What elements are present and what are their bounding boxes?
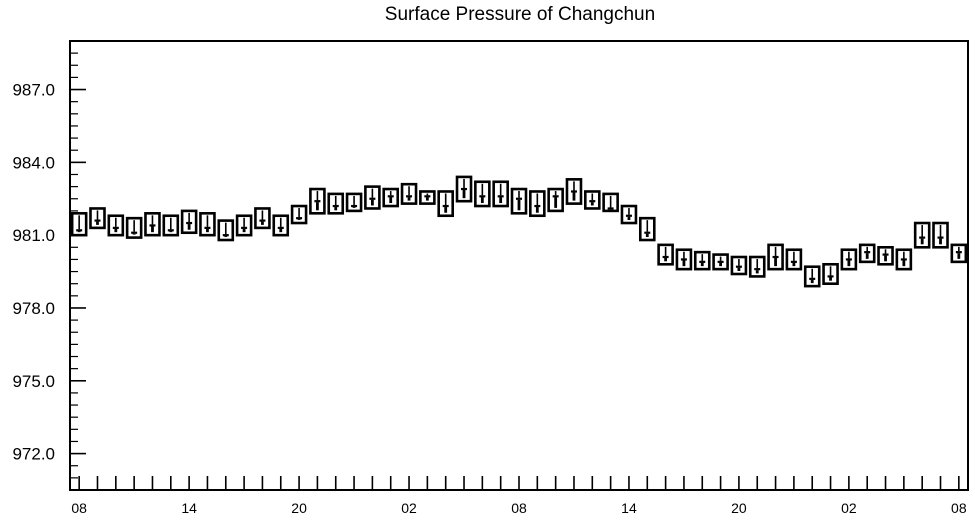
x-tick-label: 08 <box>71 500 87 516</box>
x-tick-label: 14 <box>181 500 197 516</box>
y-tick-label: 984.0 <box>12 153 55 172</box>
x-tick-label: 08 <box>951 500 967 516</box>
y-tick-label: 975.0 <box>12 372 55 391</box>
y-tick-label: 978.0 <box>12 299 55 318</box>
chart-title: Surface Pressure of Changchun <box>384 4 656 25</box>
box-series <box>70 175 968 288</box>
x-tick-label: 08 <box>511 500 527 516</box>
x-tick-label: 20 <box>731 500 747 516</box>
x-tick-label: 14 <box>621 500 637 516</box>
y-tick-label: 987.0 <box>12 81 55 100</box>
y-axis: 972.0 975.0 978.0 981.0 984.0 987.0 <box>12 40 86 491</box>
x-tick-label: 20 <box>291 500 307 516</box>
y-tick-label: 981.0 <box>12 226 55 245</box>
x-axis: 08 14 20 02 08 14 20 02 08 <box>71 476 967 516</box>
x-tick-label: 02 <box>401 500 417 516</box>
y-tick-label: 972.0 <box>12 445 55 464</box>
x-tick-label: 02 <box>841 500 857 516</box>
